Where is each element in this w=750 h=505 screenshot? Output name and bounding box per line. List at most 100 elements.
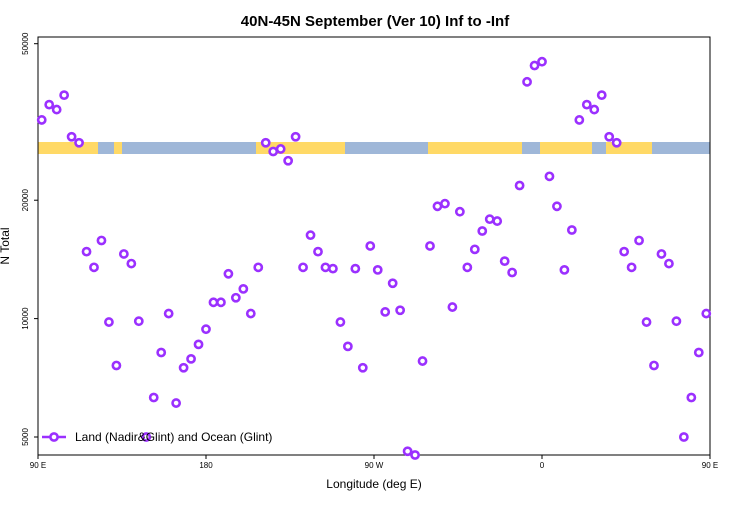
data-point [469, 244, 480, 255]
data-point [320, 262, 331, 273]
data-point [372, 264, 383, 275]
land-band [428, 142, 522, 154]
data-point [499, 256, 510, 267]
data-point [118, 249, 129, 259]
data-point [111, 360, 122, 371]
land-band [38, 142, 98, 154]
y-tick-label: 20000 [21, 189, 30, 212]
data-point [186, 353, 196, 364]
data-point [484, 214, 495, 225]
data-point [440, 198, 450, 209]
legend-label: Land (Nadir&Glint) and Ocean (Glint) [75, 430, 272, 444]
y-tick-label: 5000 [21, 428, 30, 446]
x-tick-label: 90 E [702, 461, 718, 470]
data-point [574, 115, 585, 125]
data-point [492, 216, 503, 226]
data-point [425, 241, 435, 251]
data-point [686, 392, 697, 403]
data-point [238, 283, 249, 294]
x-tick-label: 180 [199, 461, 213, 470]
x-tick-label: 0 [540, 461, 545, 470]
data-point [193, 339, 204, 350]
data-point [305, 230, 316, 241]
data-point [559, 264, 570, 275]
surface-strip [38, 142, 710, 154]
data-point [656, 249, 667, 259]
land-band [114, 142, 122, 154]
data-point [477, 226, 488, 236]
data-point [81, 246, 92, 257]
data-point [260, 137, 271, 148]
data-point [104, 317, 114, 327]
data-point [126, 258, 137, 269]
data-point [171, 398, 182, 408]
data-point [89, 262, 99, 273]
data-point [230, 292, 241, 303]
data-point [566, 225, 577, 235]
chart-title: 40N-45N September (Ver 10) Inf to -Inf [241, 13, 510, 30]
y-tick-label: 10000 [21, 307, 30, 330]
data-point [417, 356, 428, 366]
data-point [208, 297, 219, 308]
data-point [298, 262, 308, 273]
data-point [402, 446, 413, 457]
data-point [537, 56, 547, 67]
data-point [148, 392, 159, 403]
data-point [223, 268, 234, 279]
data-point [178, 362, 189, 373]
x-tick-label: 90 E [30, 461, 46, 470]
data-point [619, 246, 630, 257]
data-point [447, 302, 458, 312]
data-point [342, 341, 353, 352]
data-point [649, 360, 659, 371]
data-point [66, 131, 77, 142]
data-point [701, 308, 712, 319]
data-point [357, 362, 368, 373]
y-tick-label: 50000 [21, 32, 30, 55]
data-point [410, 450, 420, 460]
data-point [514, 180, 525, 191]
x-axis-label: Longitude (deg E) [326, 477, 421, 491]
y-axis: 5000 10000 20000 50000 [21, 32, 38, 446]
data-point [163, 308, 174, 319]
data-point [380, 307, 391, 317]
data-point [335, 317, 346, 327]
data-point [581, 99, 592, 110]
data-point [365, 241, 376, 251]
data-points [36, 56, 712, 460]
data-point [350, 263, 361, 274]
data-point [634, 235, 644, 246]
data-point [641, 317, 652, 327]
data-point [604, 131, 615, 142]
data-point [201, 324, 211, 335]
data-point [141, 432, 152, 442]
data-point [462, 262, 473, 273]
data-point [678, 432, 689, 442]
data-point [596, 90, 607, 101]
legend: Land (Nadir&Glint) and Ocean (Glint) [42, 430, 272, 444]
land-band [540, 142, 592, 154]
data-point [216, 297, 226, 308]
data-point [611, 137, 622, 148]
data-point [290, 131, 301, 142]
data-point [133, 316, 144, 327]
data-point [589, 104, 600, 115]
data-point [59, 90, 70, 101]
data-point [432, 201, 443, 212]
data-point [507, 267, 518, 278]
data-point [313, 246, 323, 257]
data-point [671, 316, 682, 327]
x-tick-label: 90 W [365, 461, 384, 470]
data-point [51, 104, 62, 115]
data-point [74, 137, 84, 148]
data-point [44, 99, 55, 110]
data-point [275, 144, 286, 154]
data-point [36, 115, 47, 125]
data-point [529, 60, 540, 71]
data-point [328, 263, 338, 274]
data-point [283, 155, 294, 166]
data-point [552, 201, 562, 212]
data-point [156, 347, 167, 358]
data-point [268, 146, 279, 157]
